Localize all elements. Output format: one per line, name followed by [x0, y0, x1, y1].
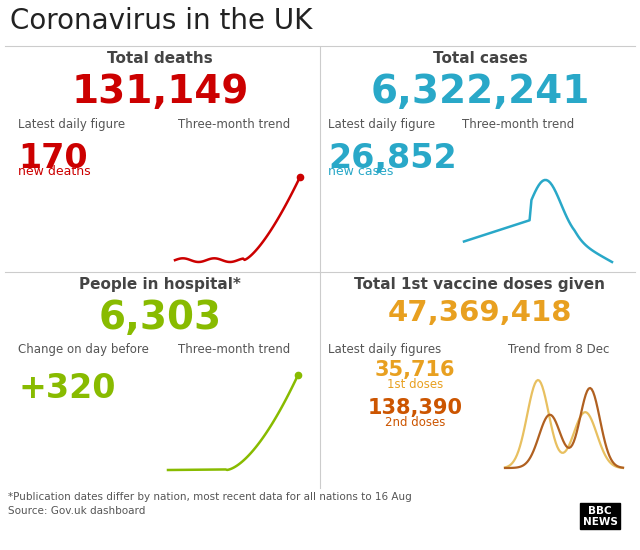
Text: Three-month trend: Three-month trend — [178, 343, 291, 356]
Text: Three-month trend: Three-month trend — [178, 118, 291, 131]
Text: 2nd doses: 2nd doses — [385, 416, 445, 429]
Text: Trend from 8 Dec: Trend from 8 Dec — [508, 343, 609, 356]
Text: Total cases: Total cases — [433, 51, 527, 66]
Text: Latest daily figure: Latest daily figure — [328, 118, 435, 131]
Text: *Publication dates differ by nation, most recent data for all nations to 16 Aug: *Publication dates differ by nation, mos… — [8, 492, 412, 502]
Text: 47,369,418: 47,369,418 — [388, 299, 572, 327]
Text: +320: +320 — [18, 372, 115, 405]
Text: 170: 170 — [18, 142, 88, 175]
Text: BBC
NEWS: BBC NEWS — [582, 506, 618, 527]
Text: Source: Gov.uk dashboard: Source: Gov.uk dashboard — [8, 506, 145, 516]
Text: 131,149: 131,149 — [71, 73, 249, 111]
Text: 138,390: 138,390 — [367, 398, 463, 418]
Text: 6,303: 6,303 — [99, 299, 221, 337]
Text: Latest daily figures: Latest daily figures — [328, 343, 441, 356]
Text: Total deaths: Total deaths — [107, 51, 213, 66]
Text: Three-month trend: Three-month trend — [462, 118, 574, 131]
Text: Latest daily figure: Latest daily figure — [18, 118, 125, 131]
Text: Coronavirus in the UK: Coronavirus in the UK — [10, 7, 312, 35]
Text: 1st doses: 1st doses — [387, 378, 443, 391]
Text: new deaths: new deaths — [18, 165, 91, 178]
Text: Total 1st vaccine doses given: Total 1st vaccine doses given — [355, 277, 605, 292]
Text: Change on day before: Change on day before — [18, 343, 149, 356]
Text: People in hospital*: People in hospital* — [79, 277, 241, 292]
Text: 35,716: 35,716 — [375, 360, 455, 380]
Text: new cases: new cases — [328, 165, 394, 178]
Text: 26,852: 26,852 — [328, 142, 456, 175]
Text: 6,322,241: 6,322,241 — [371, 73, 589, 111]
